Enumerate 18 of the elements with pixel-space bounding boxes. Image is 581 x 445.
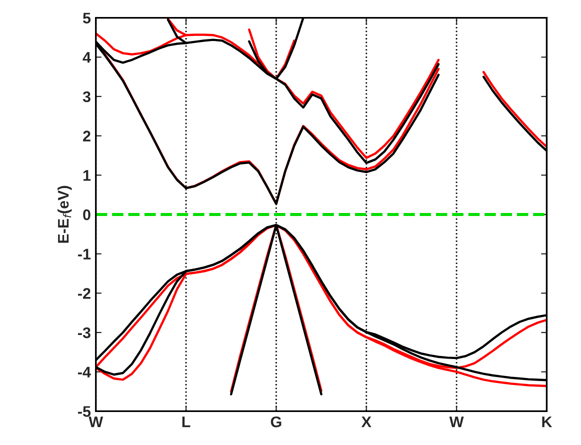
y-tick-label: -1 (78, 248, 91, 260)
x-tick-label: G (270, 416, 282, 428)
y-tick-label: 1 (83, 170, 91, 181)
y-tick-label: 2 (83, 130, 90, 142)
y-axis-title: E-E$_{f}$(eV) (58, 186, 72, 243)
y-tick-label: -5 (78, 406, 91, 417)
y-tick-label: 4 (82, 52, 91, 63)
y-tick-label: 0 (83, 209, 90, 220)
x-tick-label: W (88, 416, 104, 428)
x-tick-label: K (542, 416, 552, 428)
y-tick-label: -4 (78, 366, 91, 378)
x-tick-label: W (449, 416, 464, 428)
y-tick-label: -3 (78, 327, 90, 338)
y-tick-label: -2 (78, 288, 90, 299)
y-tick-label: 5 (82, 12, 91, 24)
x-tick-label: X (361, 416, 372, 428)
x-tick-label: L (182, 416, 190, 428)
y-tick-label: 3 (82, 91, 90, 102)
